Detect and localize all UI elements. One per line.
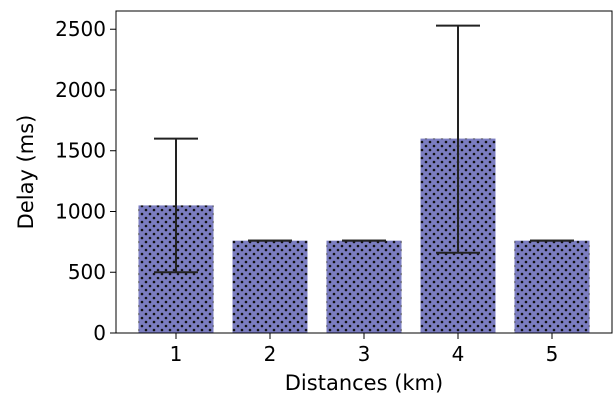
x-axis-label: Distances (km) [285, 371, 443, 395]
errorbar-1 [154, 137, 198, 274]
bar-5 [514, 240, 590, 333]
x-axis: 1 2 3 4 5 [170, 333, 559, 366]
x-tick-label: 4 [452, 342, 465, 366]
x-tick-label: 3 [358, 342, 371, 366]
bar-2 [232, 240, 308, 333]
y-axis-label: Delay (ms) [14, 115, 38, 230]
y-tick-label: 1500 [55, 139, 106, 163]
x-tick-label: 5 [546, 342, 559, 366]
bar-hatch [514, 240, 590, 333]
y-tick-label: 0 [93, 321, 106, 345]
x-tick-label: 2 [264, 342, 277, 366]
y-tick-label: 2500 [55, 17, 106, 41]
y-tick-label: 2000 [55, 78, 106, 102]
bar-hatch [326, 240, 402, 333]
x-tick-label: 1 [170, 342, 183, 366]
y-tick-label: 500 [68, 260, 106, 284]
errorbars-layer [154, 24, 574, 274]
bars-layer [138, 138, 590, 333]
bar-hatch [232, 240, 308, 333]
bar-3 [326, 240, 402, 333]
y-tick-label: 1000 [55, 199, 106, 223]
errorbar-4 [436, 24, 480, 254]
y-axis: 0 500 1000 1500 2000 2500 [55, 17, 116, 345]
